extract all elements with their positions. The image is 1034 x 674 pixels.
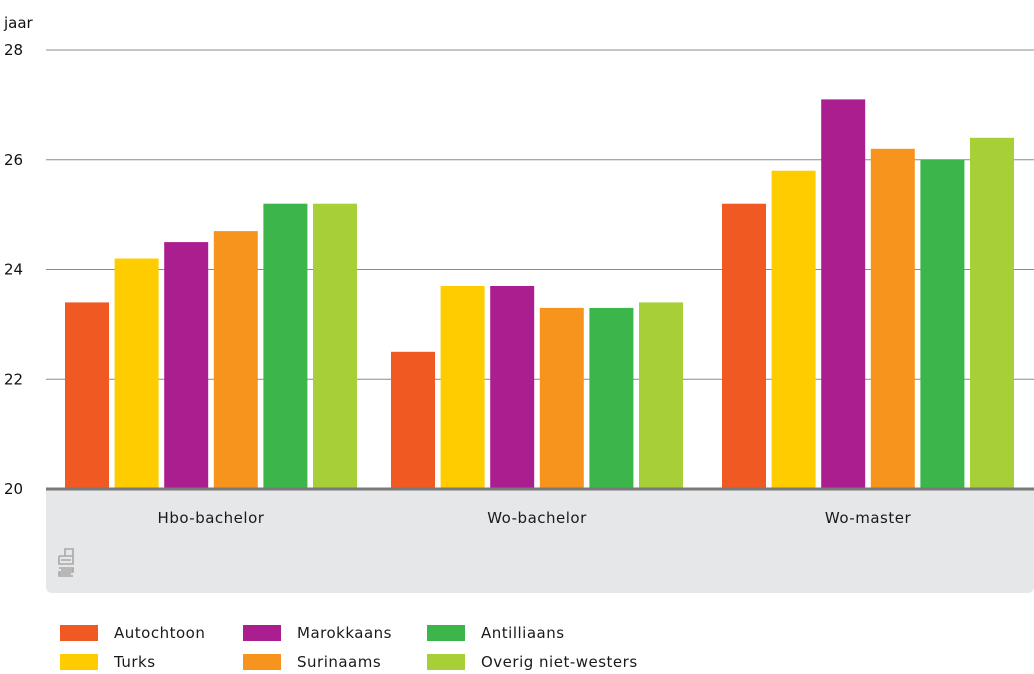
bar-antilliaans-0 <box>263 203 308 489</box>
bar-turks-0 <box>114 258 159 489</box>
legend-label: Marokkaans <box>297 624 392 642</box>
bar-turks-1 <box>440 286 485 489</box>
category-band <box>46 489 1034 593</box>
x-tick-label: Hbo-bachelor <box>158 509 265 527</box>
legend-item: Autochtoon <box>60 622 205 644</box>
bar-antilliaans-1 <box>589 307 634 489</box>
bar-autochtoon-2 <box>722 203 766 489</box>
y-axis-label: jaar <box>3 14 34 32</box>
bar-surinaams-1 <box>539 307 584 489</box>
bar-surinaams-0 <box>213 231 258 489</box>
bar-surinaams-2 <box>870 148 915 490</box>
legend-label: Antilliaans <box>481 624 565 642</box>
legend-label: Overig niet-westers <box>481 653 638 671</box>
legend-label: Surinaams <box>297 653 382 671</box>
legend-label: Turks <box>114 653 156 671</box>
legend-item: Antilliaans <box>427 622 565 644</box>
legend-item: Turks <box>60 651 156 673</box>
legend-label: Autochtoon <box>114 624 206 642</box>
legend-swatch <box>60 625 98 641</box>
y-tick-label: 22 <box>4 370 23 388</box>
y-tick-label: 20 <box>4 480 23 498</box>
legend-swatch <box>427 625 465 641</box>
cbs-logo-icon <box>58 548 74 577</box>
legend-swatch <box>243 625 281 641</box>
bar-marokkaans-0 <box>164 242 209 489</box>
legend-item: Marokkaans <box>243 622 392 644</box>
legend-swatch <box>60 654 98 670</box>
legend-item: Overig niet-westers <box>427 651 638 673</box>
legend-swatch <box>243 654 281 670</box>
x-tick-label: Wo-master <box>825 509 912 527</box>
bar-overig-niet-westers-0 <box>313 203 357 489</box>
legend-swatch <box>427 654 465 670</box>
bar-turks-2 <box>771 170 816 489</box>
bars <box>65 99 1014 490</box>
legend-item: Surinaams <box>243 651 381 673</box>
y-tick-label: 26 <box>4 151 23 169</box>
bar-autochtoon-1 <box>391 351 435 489</box>
y-tick-label: 24 <box>4 261 23 279</box>
bar-overig-niet-westers-1 <box>639 302 683 489</box>
x-tick-label: Wo-bachelor <box>487 509 587 527</box>
category-band-top <box>46 489 1034 499</box>
bar-chart-svg: 20 22 24 26 28 Hbo-bachelor Wo-bachelor Wo-mast… <box>3 14 1034 593</box>
bar-autochtoon-0 <box>65 302 109 489</box>
bar-marokkaans-2 <box>821 99 866 490</box>
bar-overig-niet-westers-2 <box>970 137 1014 490</box>
bar-antilliaans-2 <box>920 159 965 490</box>
y-tick-label: 28 <box>4 41 23 59</box>
bar-marokkaans-1 <box>490 286 535 489</box>
